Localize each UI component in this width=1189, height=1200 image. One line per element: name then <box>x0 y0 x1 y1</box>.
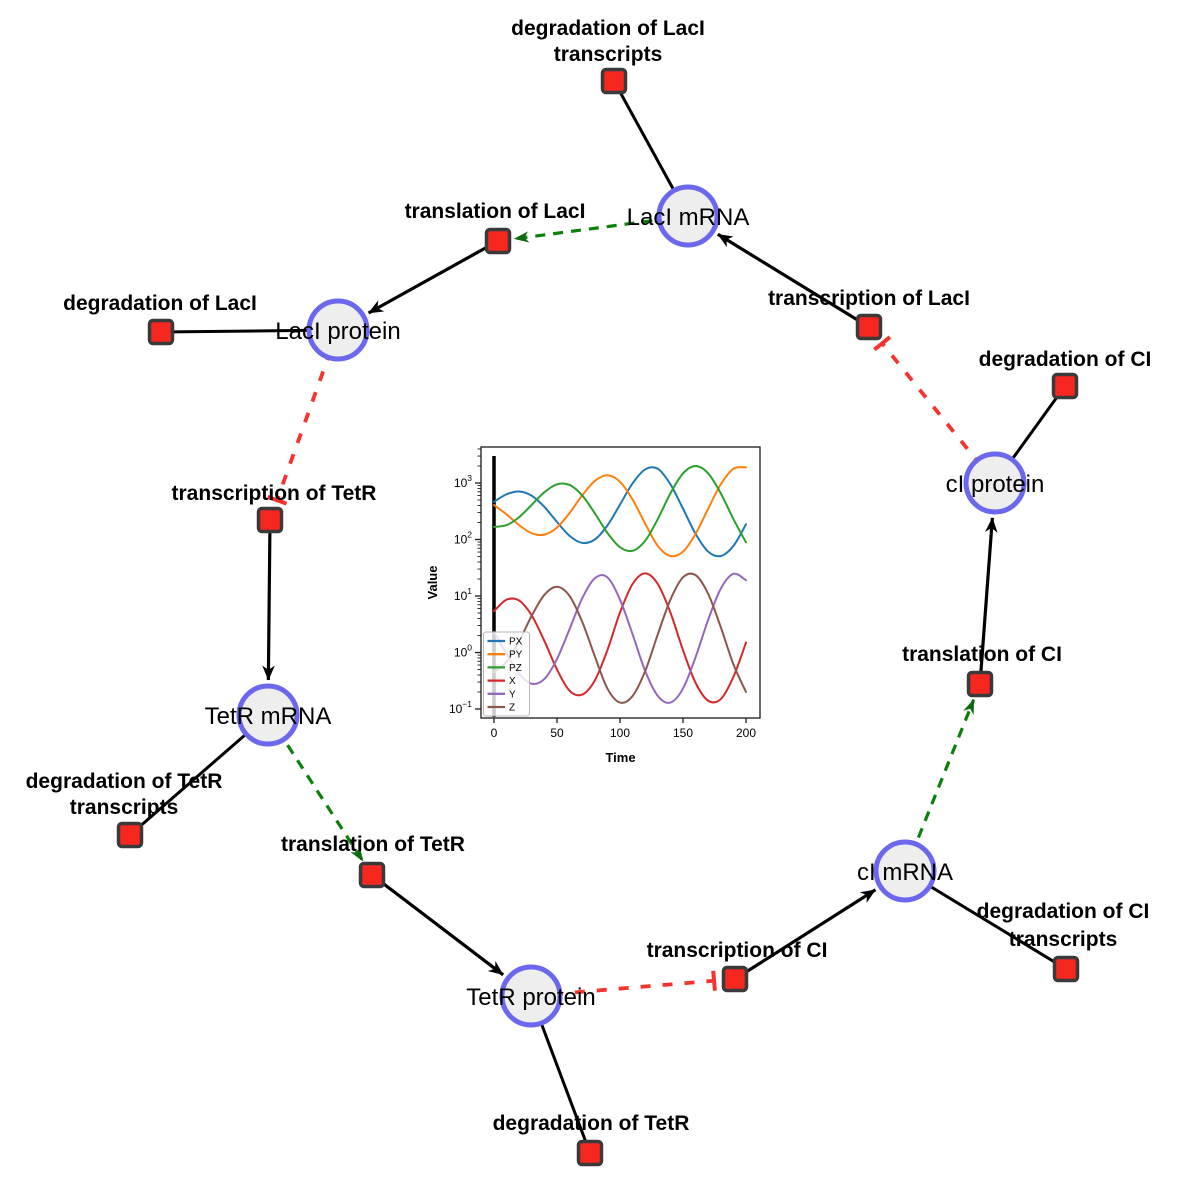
series-line-X <box>493 572 747 704</box>
species-label-ci-protein: cI protein <box>946 471 1045 498</box>
reaction-label-transcription-tetr: transcription of TetR <box>172 482 377 505</box>
species-label-tetr-mrna: TetR mRNA <box>205 703 332 730</box>
reaction-label-transcription-ci: transcription of CI <box>647 939 828 962</box>
reaction-label-deg-tetr: degradation of TetR <box>493 1112 690 1135</box>
reaction-node-deg-tetr[interactable] <box>576 1139 604 1167</box>
y-tick-label: 100 <box>454 643 472 660</box>
legend-label-X: X <box>509 676 516 687</box>
legend-label-Y: Y <box>509 689 516 700</box>
reaction-node-transcription-ci[interactable] <box>721 965 749 993</box>
reaction-node-transcription-tetr[interactable] <box>256 506 284 534</box>
series-line-PZ <box>493 465 747 553</box>
species-label-laci-protein: LacI protein <box>275 318 400 345</box>
reaction-node-transcription-laci[interactable] <box>855 313 883 341</box>
legend-label-PX: PX <box>509 637 523 648</box>
edge-modifier-tetr-mrna-to-translation-tetr <box>266 714 365 862</box>
y-tick-label: 103 <box>454 473 472 490</box>
series-line-PX <box>493 466 747 558</box>
reaction-label-deg-ci-transcripts: degradation of CI <box>977 900 1150 923</box>
series-line-PY <box>493 466 747 558</box>
edge-modifier-ci-mrna-to-translation-ci <box>903 698 976 872</box>
species-node-ci-mrna[interactable] <box>873 839 937 903</box>
species-node-ci-protein[interactable] <box>963 451 1027 515</box>
y-tick-label: 10−1 <box>449 699 472 716</box>
x-tick-label: 0 <box>491 726 498 740</box>
reaction-node-deg-laci[interactable] <box>147 318 175 346</box>
species-node-laci-protein[interactable] <box>306 298 370 362</box>
reaction-label-deg-tetr-transcripts-line2: transcripts <box>70 796 179 819</box>
chart-legend: PX PY PZ XYZ <box>483 631 530 717</box>
y-tick-label: 102 <box>454 530 472 547</box>
legend-label-Z: Z <box>509 703 515 714</box>
y-tick-label: 101 <box>454 586 472 603</box>
edge-product-transcription-laci-to-laci-mrna <box>716 232 870 329</box>
reaction-label-translation-laci: translation of LacI <box>405 200 586 223</box>
species-label-ci-mrna: cI mRNA <box>857 859 953 886</box>
reaction-node-deg-ci[interactable] <box>1051 372 1079 400</box>
species-node-tetr-mrna[interactable] <box>236 683 300 747</box>
edge-product-translation-tetr-to-tetr-protein <box>371 873 505 977</box>
edge-modifier-laci-mrna-to-translation-laci <box>513 214 689 243</box>
edge-product-translation-ci-to-ci-protein <box>978 517 998 685</box>
reaction-label-deg-ci: degradation of CI <box>979 348 1152 371</box>
reaction-node-deg-ci-transcripts[interactable] <box>1052 955 1080 983</box>
series-line-Z <box>493 572 747 704</box>
x-tick-label: 100 <box>610 726 630 740</box>
series-line-Y <box>493 572 747 704</box>
x-tick-label: 150 <box>673 726 693 740</box>
edge-product-translation-laci-to-laci-protein <box>367 239 499 315</box>
reaction-label-deg-laci-transcripts: degradation of LacI <box>511 17 705 40</box>
reaction-node-deg-laci-transcripts[interactable] <box>600 67 628 95</box>
y-axis-label: Value <box>425 566 440 600</box>
timecourse-plot: 0 50 100 150 20010−1100101102103TimeValuePXP… <box>425 446 761 765</box>
reaction-label-translation-ci: translation of CI <box>902 643 1062 666</box>
species-label-tetr-protein: TetR protein <box>466 984 595 1011</box>
x-tick-label: 200 <box>736 726 756 740</box>
reaction-node-translation-tetr[interactable] <box>358 861 386 889</box>
species-label-laci-mrna: LacI mRNA <box>627 204 750 231</box>
x-axis-label: Time <box>605 750 635 765</box>
reaction-label-translation-tetr: translation of TetR <box>281 833 465 856</box>
reaction-label-transcription-laci: transcription of LacI <box>768 287 970 310</box>
legend-label-PY: PY <box>509 650 523 661</box>
edge-product-transcription-ci-to-ci-mrna <box>734 888 877 981</box>
series-curves <box>493 465 747 704</box>
reaction-node-translation-laci[interactable] <box>484 227 512 255</box>
reaction-node-deg-tetr-transcripts[interactable] <box>116 821 144 849</box>
legend-box <box>483 631 530 717</box>
legend-label-PZ: PZ <box>509 663 522 674</box>
x-tick-label: 50 <box>550 726 564 740</box>
reaction-node-translation-ci[interactable] <box>966 670 994 698</box>
species-node-tetr-protein[interactable] <box>499 964 563 1028</box>
edge-product-transcription-tetr-to-tetr-mrna <box>262 519 275 681</box>
species-node-laci-mrna[interactable] <box>656 184 720 248</box>
nodes-layer <box>116 67 1080 1167</box>
reaction-label-deg-tetr-transcripts: degradation of TetR <box>26 770 223 793</box>
labels-layer: LacI mRNA LacI protein TetR mRNA TetR prote… <box>26 17 1152 1135</box>
reaction-label-deg-laci-transcripts-line2: transcripts <box>554 43 663 66</box>
reaction-label-deg-laci: degradation of LacI <box>63 292 257 315</box>
reaction-label-deg-ci-transcripts-line2: transcripts <box>1009 928 1118 951</box>
